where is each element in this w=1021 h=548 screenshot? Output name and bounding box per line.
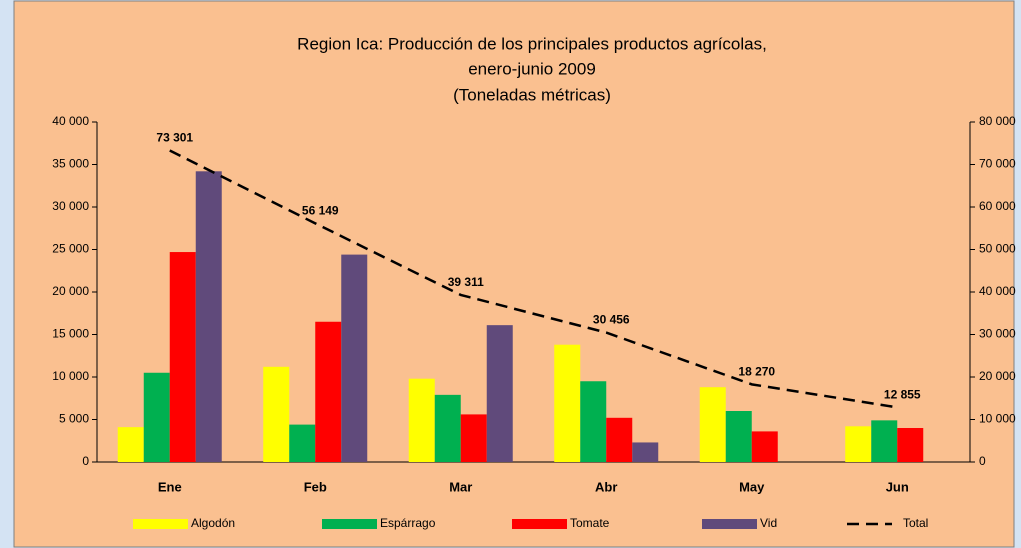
y-tick-label: 40 000 [52, 114, 89, 128]
chart-area [13, 0, 1015, 548]
x-tick-label: Ene [158, 479, 182, 494]
x-tick-label: Jun [886, 479, 909, 494]
legend-label: Algodón [191, 516, 235, 530]
bar [117, 427, 144, 462]
bar [699, 387, 726, 462]
bar [289, 424, 316, 462]
x-tick-label: Mar [449, 479, 472, 494]
y2-tick-label: 50 000 [979, 242, 1016, 256]
bar [871, 420, 898, 462]
bar [845, 426, 872, 462]
y2-tick-label: 10 000 [979, 412, 1016, 426]
y-tick-label: 35 000 [52, 157, 89, 171]
chart-title: Region Ica: Producción de los principale… [297, 34, 767, 53]
chart-title: (Toneladas métricas) [453, 85, 611, 104]
y-tick-label: 25 000 [52, 242, 89, 256]
bar [143, 372, 170, 462]
legend-swatch [133, 519, 188, 529]
legend-swatch [512, 519, 567, 529]
data-label: 39 311 [448, 275, 484, 289]
legend-label: Total [903, 516, 928, 530]
y2-tick-label: 70 000 [979, 157, 1016, 171]
bar [460, 414, 487, 462]
chart-title: enero-junio 2009 [468, 59, 596, 78]
bar [169, 252, 196, 462]
y-tick-label: 15 000 [52, 327, 89, 341]
bar [486, 325, 513, 462]
bar [341, 254, 368, 462]
legend-swatch [322, 519, 377, 529]
legend-swatch [702, 519, 757, 529]
bar [580, 381, 607, 462]
bar [434, 394, 461, 462]
y-tick-label: 20 000 [52, 284, 89, 298]
x-tick-label: Feb [304, 479, 327, 494]
y2-tick-label: 0 [979, 454, 986, 468]
y-tick-label: 0 [82, 454, 89, 468]
bar [751, 431, 778, 462]
y2-tick-label: 30 000 [979, 327, 1016, 341]
y-tick-label: 5 000 [59, 412, 89, 426]
bar [554, 344, 581, 462]
legend-label: Vid [760, 516, 777, 530]
y-tick-label: 10 000 [52, 369, 89, 383]
data-label: 12 855 [884, 388, 921, 402]
y2-tick-label: 20 000 [979, 369, 1016, 383]
bar [315, 321, 342, 462]
legend-label: Tomate [570, 516, 610, 530]
bar [725, 411, 752, 462]
bar [263, 366, 290, 462]
bar [897, 428, 924, 462]
legend-label: Espárrago [380, 516, 436, 530]
bar [195, 171, 222, 463]
x-tick-label: Abr [595, 479, 617, 494]
data-label: 56 149 [302, 204, 339, 218]
data-label: 18 270 [738, 365, 775, 379]
total-line [169, 149, 898, 409]
y2-tick-label: 60 000 [979, 199, 1016, 213]
y2-tick-label: 80 000 [979, 114, 1016, 128]
bar [606, 417, 633, 462]
bar [632, 442, 659, 462]
data-label: 30 456 [593, 313, 630, 327]
bar [408, 378, 435, 462]
y-tick-label: 30 000 [52, 199, 89, 213]
data-label: 73 301 [156, 131, 193, 145]
x-tick-label: May [739, 479, 765, 494]
y2-tick-label: 40 000 [979, 284, 1016, 298]
